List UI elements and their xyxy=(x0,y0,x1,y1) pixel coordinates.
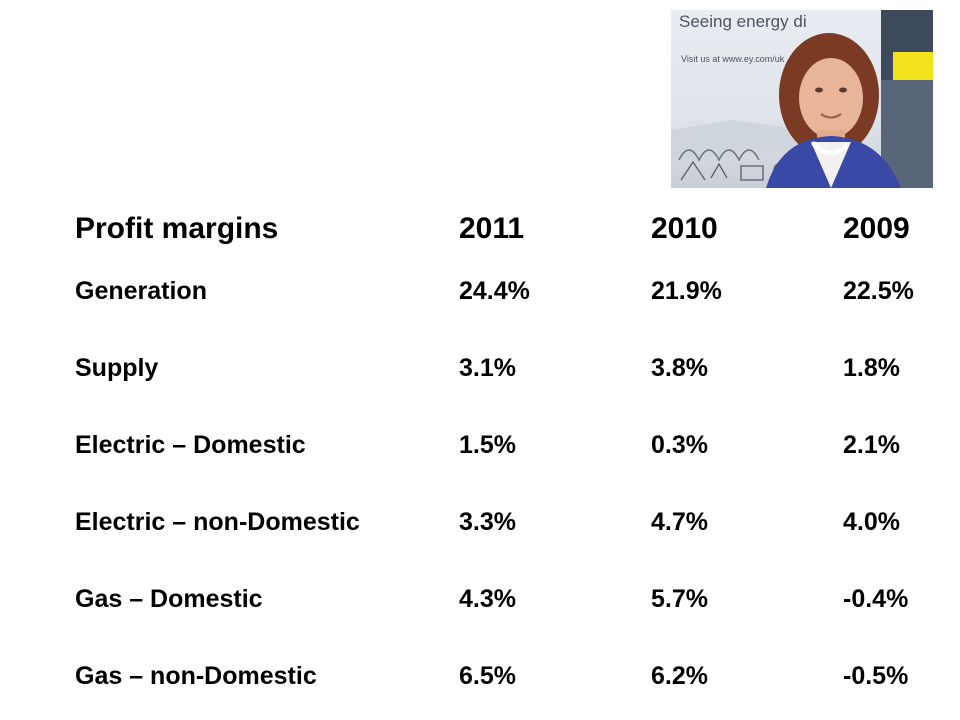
row-label: Generation xyxy=(75,277,207,305)
cell-2011: 6.5% xyxy=(459,662,516,690)
speaker-photo: Seeing energy di Visit us at www.ey.com/… xyxy=(671,10,933,188)
row-label: Gas – Domestic xyxy=(75,585,263,613)
profit-margins-table: Profit margins 2011 2010 2009 Generation… xyxy=(75,205,943,715)
row-label: Gas – non-Domestic xyxy=(75,662,317,690)
cell-2009: 2.1% xyxy=(843,431,900,459)
table-row: Gas – non-Domestic 6.5% 6.2% -0.5% xyxy=(75,638,943,715)
cell-2010: 5.7% xyxy=(651,585,708,613)
row-label: Supply xyxy=(75,354,159,382)
cell-2011: 4.3% xyxy=(459,585,516,613)
cell-2009: 4.0% xyxy=(843,508,900,536)
cell-2011: 1.5% xyxy=(459,431,516,459)
table-row: Electric – non-Domestic 3.3% 4.7% 4.0% xyxy=(75,484,943,561)
cell-2009: -0.4% xyxy=(843,585,909,613)
cell-2010: 6.2% xyxy=(651,662,708,690)
table-row: Generation 24.4% 21.9% 22.5% xyxy=(75,253,943,330)
cell-2009: -0.5% xyxy=(843,662,909,690)
table-row: Gas – Domestic 4.3% 5.7% -0.4% xyxy=(75,561,943,638)
table-row: Electric – Domestic 1.5% 0.3% 2.1% xyxy=(75,407,943,484)
header-2009: 2009 xyxy=(843,212,910,245)
cell-2009: 22.5% xyxy=(843,277,914,305)
table-header-row: Profit margins 2011 2010 2009 xyxy=(75,205,943,253)
row-label: Electric – non-Domestic xyxy=(75,508,360,536)
cell-2011: 3.1% xyxy=(459,354,516,382)
cell-2011: 24.4% xyxy=(459,277,530,305)
cell-2011: 3.3% xyxy=(459,508,516,536)
photo-banner-text: Seeing energy di xyxy=(679,12,807,31)
header-2010: 2010 xyxy=(651,212,718,245)
header-label: Profit margins xyxy=(75,212,279,245)
cell-2010: 4.7% xyxy=(651,508,708,536)
cell-2009: 1.8% xyxy=(843,354,900,382)
photo-banner-url: Visit us at www.ey.com/uk xyxy=(681,54,785,64)
table-row: Supply 3.1% 3.8% 1.8% xyxy=(75,330,943,407)
header-2011: 2011 xyxy=(459,212,525,245)
row-label: Electric – Domestic xyxy=(75,431,306,459)
cell-2010: 21.9% xyxy=(651,277,722,305)
cell-2010: 0.3% xyxy=(651,431,708,459)
speaker-photo-illustration xyxy=(671,10,933,188)
cell-2010: 3.8% xyxy=(651,354,708,382)
